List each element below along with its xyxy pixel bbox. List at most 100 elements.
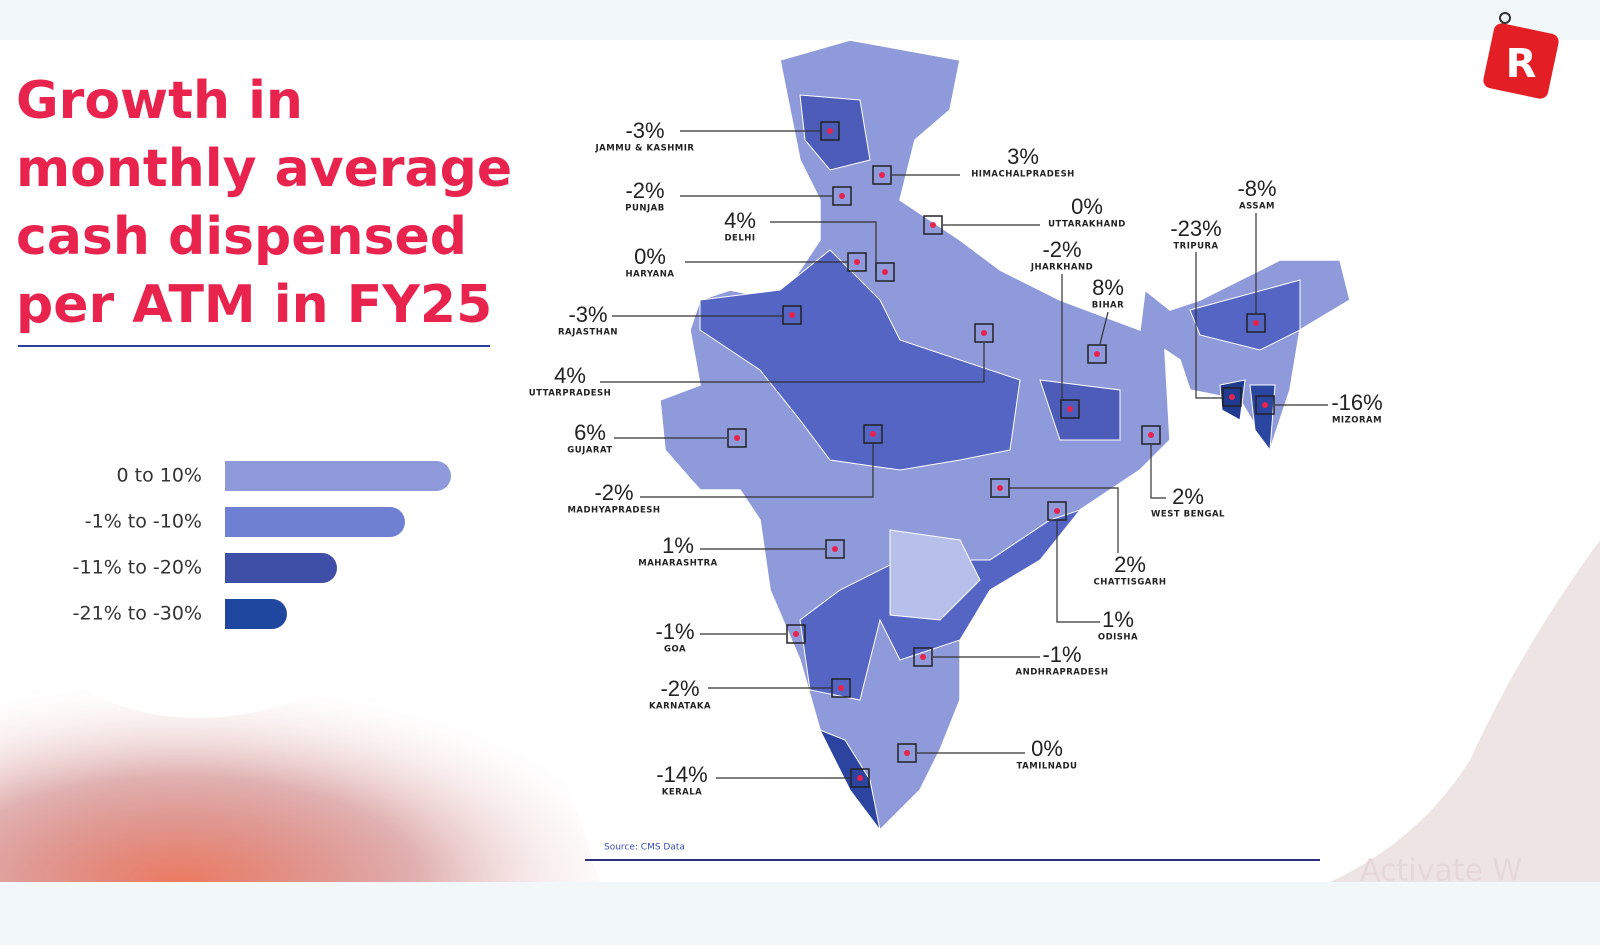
state-dot <box>1262 402 1268 408</box>
state-marker <box>863 424 883 444</box>
state-name: WEST BENGAL <box>1151 510 1225 520</box>
state-value: 1% <box>1102 607 1134 632</box>
state-marker <box>1222 387 1242 407</box>
state-dot <box>879 172 885 178</box>
state-value: -2% <box>660 676 699 701</box>
state-value: 3% <box>1007 144 1039 169</box>
legend-swatch <box>225 507 405 537</box>
legend-swatch-edge <box>225 553 240 583</box>
leader-line <box>770 221 877 272</box>
state-dot <box>997 485 1003 491</box>
state-marker <box>727 428 747 448</box>
state-name: KERALA <box>662 788 703 798</box>
state-value: -16% <box>1331 390 1382 415</box>
state-dot <box>1229 394 1235 400</box>
state-marker <box>974 323 994 343</box>
state-name: JHARKHAND <box>1030 263 1093 273</box>
state-value: 1% <box>662 533 694 558</box>
state-value: 0% <box>634 244 666 269</box>
state-name: BIHAR <box>1092 301 1124 311</box>
source: Source: CMS Data <box>604 843 685 853</box>
watermark: Activate W <box>1360 854 1522 889</box>
state-marker <box>782 305 802 325</box>
state-marker <box>820 121 840 141</box>
state-name: CHATTISGARH <box>1093 578 1166 588</box>
state-value: -23% <box>1170 216 1221 241</box>
leader-line <box>1010 487 1119 553</box>
state-marker <box>850 768 870 788</box>
leader-line <box>1195 252 1222 399</box>
state-marker <box>847 252 867 272</box>
state-name: ODISHA <box>1098 633 1138 643</box>
state-value: 2% <box>1114 552 1146 577</box>
state-name: TRIPURA <box>1173 242 1218 252</box>
state-dot <box>920 654 926 660</box>
state-marker <box>832 186 852 206</box>
title-line: per ATM in FY25 <box>16 275 492 335</box>
legend-label: 0 to 10% <box>117 465 202 487</box>
leader-line <box>1056 521 1100 623</box>
legend-label: -1% to -10% <box>85 511 202 533</box>
state-value: -2% <box>1042 237 1081 262</box>
state-dot <box>981 330 987 336</box>
state-name: DELHI <box>724 234 755 244</box>
leader-line <box>1150 445 1166 499</box>
state-dot <box>734 435 740 441</box>
state-marker <box>990 478 1010 498</box>
state-dot <box>827 128 833 134</box>
logo-letter: R <box>1506 41 1537 87</box>
title-line: monthly average <box>16 139 512 199</box>
state-value: -2% <box>594 480 633 505</box>
state-dot <box>882 269 888 275</box>
state-marker <box>1255 395 1275 415</box>
legend-swatch <box>225 599 287 629</box>
state-dot <box>839 193 845 199</box>
state-name: MADHYAPRADESH <box>567 506 660 516</box>
title-line: Growth in <box>16 71 303 131</box>
state-marker <box>1087 344 1107 364</box>
state-name: GUJARAT <box>567 446 612 456</box>
state-dot <box>904 750 910 756</box>
state-value: 4% <box>724 208 756 233</box>
state-name: ANDHRAPRADESH <box>1016 668 1109 678</box>
leader-line <box>640 444 874 498</box>
state-value: -14% <box>656 762 707 787</box>
state-value: 6% <box>574 420 606 445</box>
state-name: HIMACHALPRADESH <box>971 170 1075 180</box>
state-name: UTTARAKHAND <box>1048 220 1126 230</box>
title-line: cash dispensed <box>16 207 467 267</box>
state-name: GOA <box>664 645 686 655</box>
legend-swatch <box>225 553 337 583</box>
state-dot <box>1067 406 1073 412</box>
decoration <box>0 620 600 882</box>
leader-line <box>600 343 985 383</box>
state-marker <box>1246 313 1266 333</box>
state-marker <box>875 262 895 282</box>
state-name: ASSAM <box>1239 202 1275 212</box>
state-value: 0% <box>1071 194 1103 219</box>
state-name: KARNATAKA <box>649 702 711 712</box>
state-name: TAMILNADU <box>1017 762 1078 772</box>
state-value: 8% <box>1092 275 1124 300</box>
state-value: 4% <box>554 363 586 388</box>
state-dot <box>793 631 799 637</box>
state-marker <box>1047 501 1067 521</box>
state-name: RAJASTHAN <box>558 328 618 338</box>
logo: R <box>1483 12 1559 99</box>
state-value: -3% <box>625 118 664 143</box>
state-value: -8% <box>1237 176 1276 201</box>
decoration <box>1330 540 1600 882</box>
state-name: HARYANA <box>626 270 675 280</box>
state-dot <box>1148 432 1154 438</box>
legend-swatch <box>225 461 451 491</box>
state-marker <box>825 539 845 559</box>
state-marker <box>831 678 851 698</box>
state-marker <box>897 743 917 763</box>
state-value: -2% <box>625 178 664 203</box>
state-value: -1% <box>1042 642 1081 667</box>
state-value: 0% <box>1031 736 1063 761</box>
state-name: MAHARASHTRA <box>638 559 718 569</box>
state-value: 2% <box>1172 484 1204 509</box>
state-dot <box>854 259 860 265</box>
